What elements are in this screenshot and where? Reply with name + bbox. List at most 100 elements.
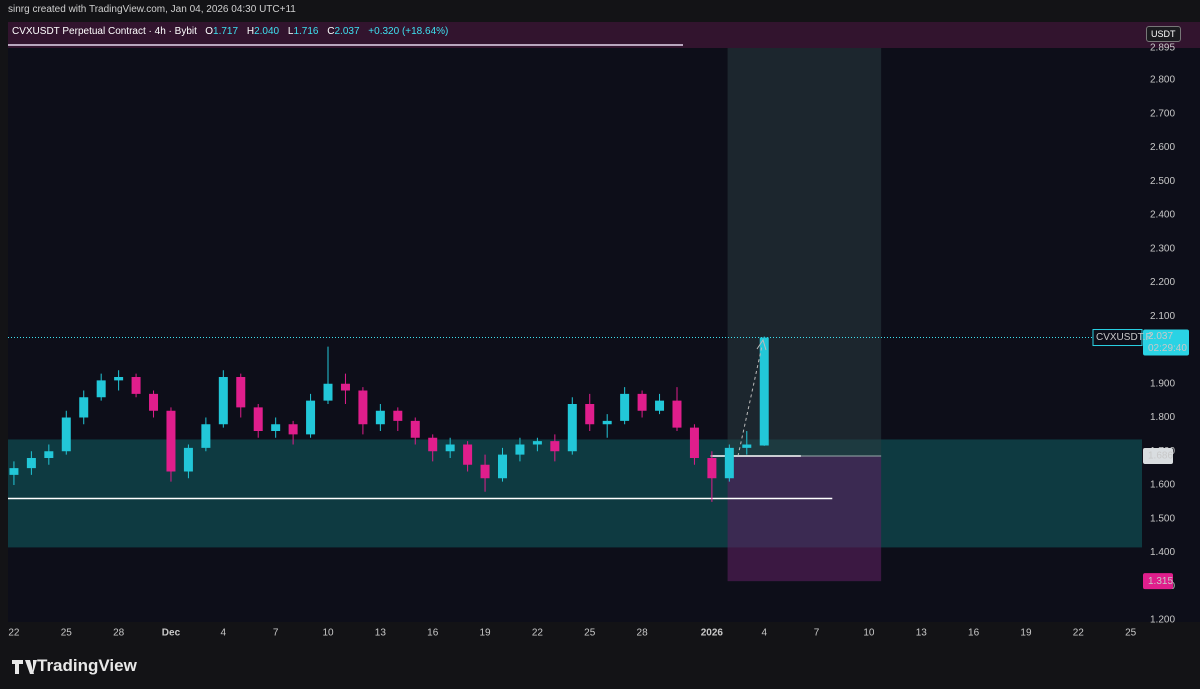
candle-body bbox=[707, 457, 717, 479]
logo bbox=[12, 660, 37, 674]
candle-body bbox=[358, 390, 368, 425]
candle-body bbox=[166, 410, 176, 472]
entry-label-box bbox=[1143, 447, 1173, 464]
projection-arrow bbox=[737, 345, 763, 457]
candle-body bbox=[131, 377, 141, 394]
candle-body bbox=[585, 404, 595, 425]
candle-body bbox=[410, 420, 420, 438]
ohlc-label: O bbox=[205, 26, 214, 37]
x-tick-label: 7 bbox=[814, 628, 820, 639]
ohlc-label: H bbox=[246, 26, 255, 37]
x-tick-label: 13 bbox=[375, 628, 387, 639]
ohlc-value: 2.040 bbox=[254, 26, 280, 37]
candle-body bbox=[271, 424, 281, 431]
candle-body bbox=[393, 410, 403, 421]
legend-band bbox=[8, 22, 1200, 48]
candle-body bbox=[218, 377, 228, 425]
chart-layer: 1.2001.3001.4001.5001.6001.7001.8001.900… bbox=[8, 43, 1189, 639]
x-tick-label: Dec bbox=[162, 628, 181, 639]
arrow-head bbox=[756, 338, 767, 351]
header: sinrg created with TradingView.com, Jan … bbox=[8, 4, 296, 15]
candle-body bbox=[340, 383, 350, 391]
candle-body bbox=[655, 400, 665, 411]
target-area bbox=[727, 47, 882, 456]
y-tick-label: 1.900 bbox=[1150, 378, 1175, 389]
ohlc-label: L bbox=[287, 26, 294, 37]
x-tick-label: 25 bbox=[61, 628, 73, 639]
y-tick-label: 2.200 bbox=[1150, 277, 1175, 288]
candle-body bbox=[515, 444, 525, 455]
candle-body bbox=[323, 383, 333, 401]
footer-brand: TradingView bbox=[37, 656, 137, 675]
legend: CVXUSDT Perpetual Contract · 4h · Bybit … bbox=[12, 26, 454, 37]
candle-body bbox=[306, 400, 316, 435]
symbol-label: CVXUSDT.P bbox=[1096, 332, 1152, 343]
candle-body bbox=[602, 420, 612, 425]
y-tick-label: 1.800 bbox=[1150, 412, 1175, 423]
y-tick-label: 2.300 bbox=[1150, 243, 1175, 254]
x-tick-label: 7 bbox=[273, 628, 279, 639]
candle-body bbox=[463, 444, 473, 465]
y-tick-label: 2.800 bbox=[1150, 75, 1175, 86]
candle-body bbox=[149, 393, 159, 411]
x-tick-label: 19 bbox=[479, 628, 491, 639]
candle-body bbox=[114, 377, 124, 381]
candle-body bbox=[9, 468, 19, 475]
stop-label: 1.315 bbox=[1148, 576, 1173, 587]
candle-body bbox=[672, 400, 682, 428]
price-axis bbox=[1142, 22, 1200, 622]
last-price-box bbox=[1143, 329, 1189, 356]
candle-body bbox=[183, 447, 193, 472]
candle-body bbox=[567, 404, 577, 452]
candle-body bbox=[550, 441, 560, 452]
support-zone bbox=[8, 439, 1142, 548]
candle-body bbox=[201, 424, 211, 448]
candle-body bbox=[759, 337, 769, 446]
countdown: 02:29:40 bbox=[1148, 343, 1187, 354]
x-tick-label: 4 bbox=[221, 628, 227, 639]
candle-body bbox=[620, 393, 630, 421]
candle-body bbox=[375, 410, 385, 425]
y-tick-label: 1.400 bbox=[1150, 547, 1175, 558]
y-tick-label: 1.600 bbox=[1150, 480, 1175, 491]
y-tick-label: 2.400 bbox=[1150, 210, 1175, 221]
stop-label-box bbox=[1143, 573, 1173, 590]
candle-body bbox=[689, 427, 699, 458]
candle-body bbox=[428, 437, 438, 452]
ohlc-value: 2.037 bbox=[334, 26, 360, 37]
candle-body bbox=[742, 444, 752, 448]
candle-body bbox=[637, 393, 647, 411]
x-tick-label: 25 bbox=[1125, 628, 1137, 639]
ohlc-value: 1.717 bbox=[213, 26, 239, 37]
x-tick-label: 16 bbox=[427, 628, 439, 639]
y-tick-label: 2.600 bbox=[1150, 142, 1175, 153]
x-tick-label: 13 bbox=[916, 628, 928, 639]
ohlc-label: C bbox=[327, 26, 335, 37]
y-tick-label: 2.700 bbox=[1150, 108, 1175, 119]
x-tick-label: 10 bbox=[322, 628, 334, 639]
x-tick-label: 10 bbox=[863, 628, 875, 639]
currency-button[interactable]: USDT bbox=[1146, 26, 1181, 42]
change: +0.320 (+18.64%) bbox=[368, 26, 449, 37]
candle-body bbox=[480, 464, 490, 479]
candle-body bbox=[532, 441, 542, 445]
x-tick-label: 19 bbox=[1020, 628, 1032, 639]
symbol-box bbox=[1092, 329, 1143, 347]
candle-body bbox=[288, 424, 298, 435]
x-tick-label: 16 bbox=[968, 628, 980, 639]
x-tick-label: 28 bbox=[637, 628, 649, 639]
last-price: 2.037 bbox=[1148, 331, 1173, 342]
y-tick-label: 2.100 bbox=[1150, 311, 1175, 322]
ohlc-value: 1.716 bbox=[293, 26, 319, 37]
x-tick-label: 22 bbox=[1073, 628, 1085, 639]
x-tick-label: 28 bbox=[113, 628, 125, 639]
candle-body bbox=[253, 407, 263, 431]
stop-area bbox=[727, 455, 882, 582]
x-tick-label: 22 bbox=[532, 628, 544, 639]
y-tick-label: 1.500 bbox=[1150, 513, 1175, 524]
candle-body bbox=[724, 447, 734, 479]
candle-body bbox=[61, 417, 71, 452]
x-tick-label: 25 bbox=[584, 628, 596, 639]
